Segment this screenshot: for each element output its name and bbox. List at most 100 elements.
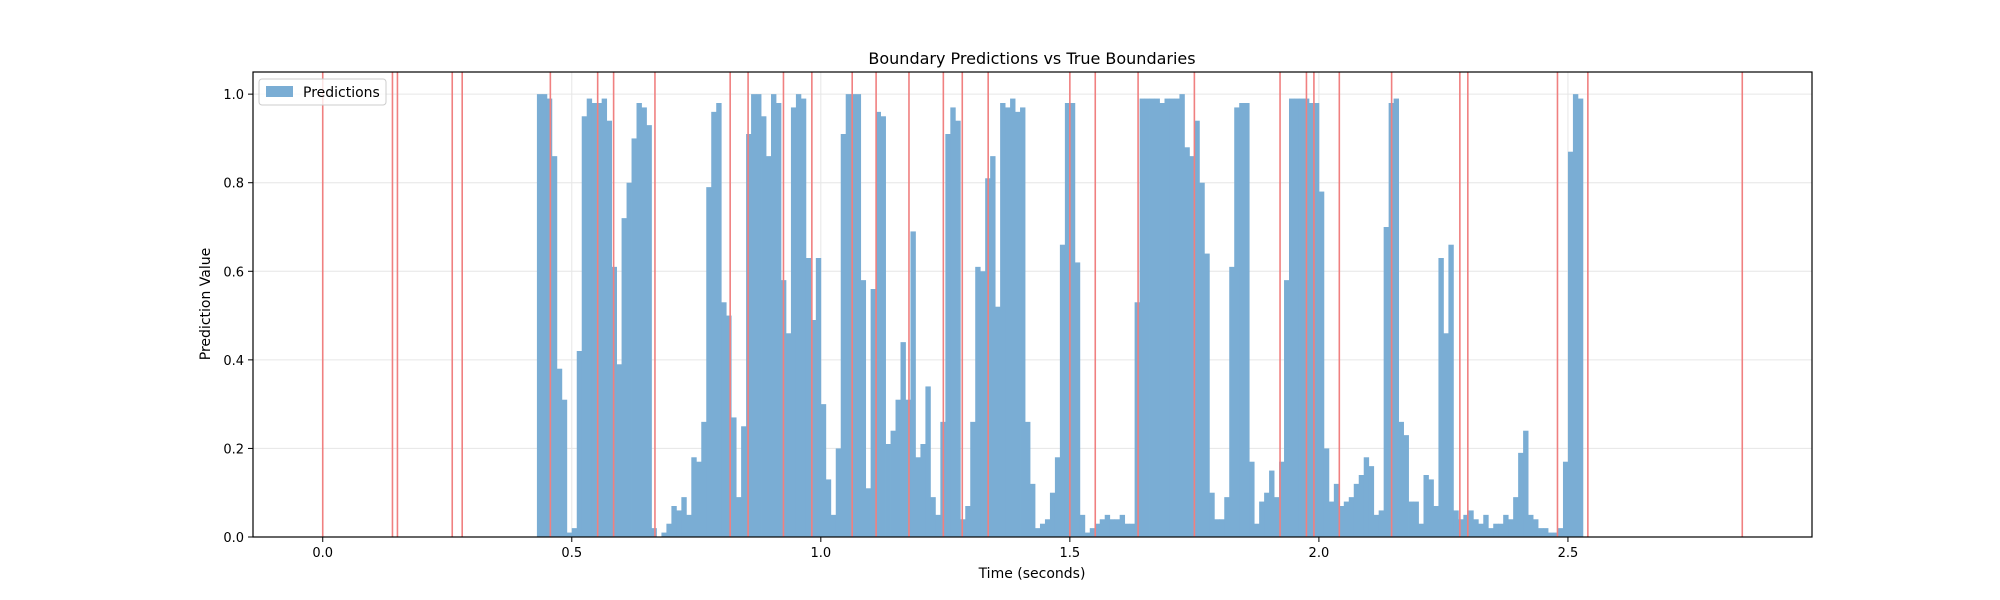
prediction-bar [561,399,568,537]
prediction-bar [870,289,876,537]
prediction-bar [1468,510,1474,537]
prediction-bar [646,125,652,537]
x-axis-label: Time (seconds) [978,566,1086,582]
prediction-bar [661,532,667,537]
prediction-bar [1005,107,1011,538]
prediction-bar [1109,519,1116,537]
prediction-bar [845,94,852,537]
legend-frame [258,78,387,106]
prediction-bar [1054,457,1061,537]
prediction-bar [775,103,782,537]
prediction-bar [1543,528,1549,537]
prediction-bar [1518,452,1524,537]
prediction-bar [1084,532,1091,537]
prediction-bar [641,107,647,538]
prediction-bar [541,94,548,537]
prediction-bar [1383,227,1390,537]
prediction-bar [790,107,797,538]
prediction-bar [626,182,632,537]
prediction-bar [830,514,837,537]
prediction-bar [1164,98,1170,537]
y-tick-label: 0.6 [223,265,244,280]
prediction-bar [1308,103,1315,537]
prediction-bar [1488,528,1494,537]
prediction-bar [880,116,886,537]
prediction-bar [631,138,637,537]
prediction-bar [1239,103,1245,537]
prediction-bar [815,258,822,537]
prediction-bar [970,421,976,537]
prediction-bar [1438,258,1444,537]
prediction-bar [1358,475,1365,537]
prediction-bar [1378,510,1385,537]
prediction-bar [860,280,867,537]
prediction-bar [1528,514,1534,537]
prediction-bar [1114,519,1121,537]
prediction-bar [581,116,588,537]
prediction-bar [1428,479,1434,537]
prediction-bar [1363,457,1370,537]
prediction-bars [536,94,1584,538]
prediction-bar [1049,492,1056,537]
prediction-bar [1274,497,1280,537]
prediction-bar [1020,107,1026,538]
prediction-bar [1149,98,1155,537]
prediction-bar [955,120,961,538]
x-tick-label: 1.5 [1060,546,1081,561]
prediction-bar [1269,470,1275,537]
prediction-bar [1418,523,1424,537]
prediction-bar [1094,523,1101,537]
prediction-bar [706,187,712,537]
prediction-bar [771,94,777,537]
prediction-bar [850,94,857,537]
prediction-bar [1159,103,1165,537]
prediction-bar [920,444,926,537]
x-tick-label: 0.0 [312,546,333,561]
prediction-bar [536,94,543,537]
prediction-bar [676,510,682,537]
prediction-bar [1284,280,1290,537]
prediction-bar [1478,523,1484,537]
prediction-bar [800,98,807,537]
prediction-bar [1448,244,1454,537]
prediction-bar [1059,244,1066,537]
prediction-bar [1089,528,1096,537]
prediction-bar [1249,461,1255,537]
y-tick-label: 0.8 [223,177,244,192]
prediction-bar [1124,523,1131,537]
prediction-bar [935,514,941,537]
prediction-bar [915,457,921,537]
prediction-bar [551,156,558,537]
prediction-bar [1393,98,1399,537]
prediction-bar [1513,497,1519,537]
y-tick-label: 0.0 [223,531,244,546]
prediction-bar [805,258,812,537]
prediction-bar [1443,333,1449,537]
prediction-bar [741,426,747,537]
prediction-bar [885,444,891,537]
prediction-bar [1398,421,1404,537]
prediction-bar [606,120,613,538]
prediction-bar [990,156,996,537]
prediction-bar [556,368,563,537]
prediction-bar [766,156,772,537]
prediction-bar [1030,483,1036,537]
prediction-bar [691,457,697,537]
prediction-bar [576,351,583,537]
prediction-bar [1074,262,1081,537]
x-tick-label: 0.5 [561,546,582,561]
prediction-bar [1338,506,1345,537]
prediction-bar [1279,461,1285,537]
x-tick-label: 1.0 [810,546,831,561]
prediction-bar [855,94,862,537]
axis-ticks: 0.0 0.5 1.0 1.5 2.0 2.5 0.0 0.2 0.4 0.6 0.8 1.0 [223,88,1578,561]
prediction-bar [726,315,732,537]
prediction-bar [1224,497,1230,537]
plot-area-frame [252,71,1813,538]
prediction-bar [636,103,642,537]
prediction-bar [1234,107,1240,538]
prediction-bar [761,116,767,537]
prediction-bar [785,333,792,537]
prediction-bar [1318,191,1325,537]
